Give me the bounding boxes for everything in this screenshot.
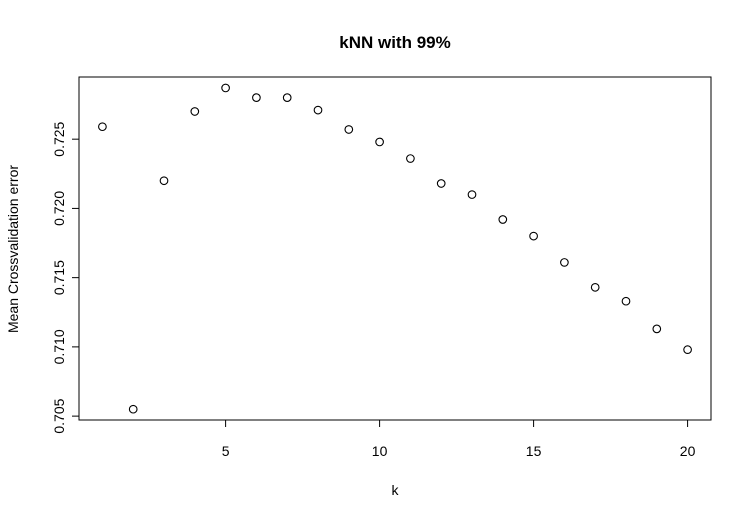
x-tick-label: 5: [222, 443, 230, 459]
data-point: [190, 107, 200, 116]
data-point: [590, 282, 600, 292]
data-point: [498, 215, 508, 224]
data-point: [128, 404, 138, 414]
data-point: [436, 179, 446, 188]
x-tick-label: 20: [680, 443, 696, 459]
data-point: [406, 154, 415, 163]
y-axis-title: Mean Crossvalidation error: [5, 165, 21, 333]
data-points: [98, 83, 692, 414]
data-point: [652, 324, 662, 334]
x-tick-label: 15: [526, 443, 542, 459]
y-tick-label: 0.715: [51, 260, 67, 295]
y-tick-label: 0.720: [51, 191, 67, 226]
data-point: [344, 125, 354, 134]
data-point: [159, 176, 169, 186]
data-point: [313, 105, 323, 115]
data-point: [683, 345, 692, 355]
x-axis-title: k: [392, 482, 400, 498]
data-point: [621, 296, 631, 306]
x-axis: 5 10 15 20: [222, 419, 696, 459]
y-tick-label: 0.710: [51, 329, 67, 364]
y-axis: 0.705 0.710 0.715 0.720 0.725: [51, 121, 80, 434]
data-point: [560, 258, 569, 267]
chart-title: kNN with 99%: [339, 33, 450, 52]
data-point: [282, 93, 292, 102]
data-point: [467, 190, 477, 199]
data-point: [252, 93, 261, 102]
x-tick-label: 10: [372, 443, 388, 459]
y-tick-label: 0.705: [51, 398, 67, 433]
data-point: [529, 231, 538, 241]
y-tick-label: 0.725: [51, 121, 67, 156]
plot-frame: [78, 76, 712, 421]
data-point: [98, 122, 107, 132]
data-point: [375, 137, 384, 147]
data-point: [221, 83, 230, 93]
